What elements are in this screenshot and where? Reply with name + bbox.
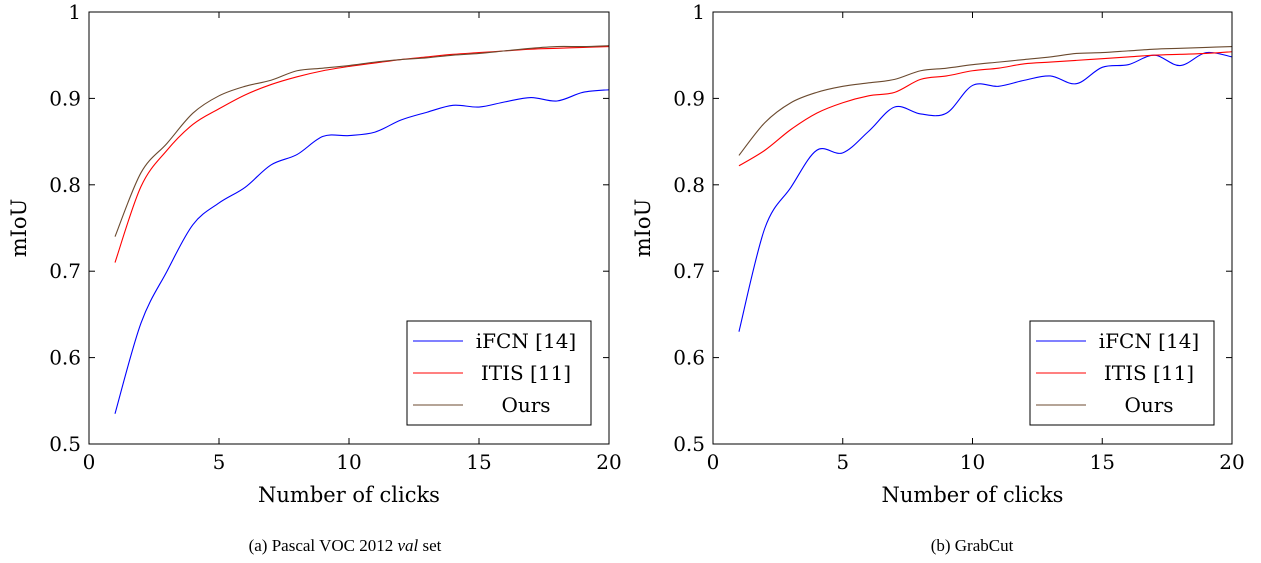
series-line-itis-11 — [114, 46, 610, 263]
x-tick-label: 5 — [213, 450, 226, 474]
legend-entry: Ours — [1124, 393, 1173, 417]
legend-entry: ITIS [11] — [481, 361, 571, 385]
y-tick-label: 0.7 — [49, 259, 81, 283]
x-tick-label: 20 — [1219, 450, 1244, 474]
x-tick-label: 0 — [83, 450, 96, 474]
x-tick-label: 20 — [596, 450, 621, 474]
figure-caption: (a) Pascal VOC 2012 val set — [249, 536, 442, 555]
legend: iFCN [14] ITIS [11] Ours — [406, 320, 592, 426]
y-tick-label: 0.8 — [673, 173, 705, 197]
x-axis-label: Number of clicks — [882, 483, 1064, 507]
legend-entry: ITIS [11] — [1104, 361, 1194, 385]
y-axis-label: mIoU — [7, 199, 31, 258]
x-tick-label: 0 — [707, 450, 720, 474]
chart-panel-a: 0 5 10 15 20 0.5 0.6 0.7 0.8 0.9 1 Number of clicks… — [7, 0, 622, 555]
series-group — [738, 46, 1233, 332]
legend-entry: iFCN [14] — [476, 329, 577, 353]
y-axis-label: mIoU — [631, 199, 655, 258]
y-tick-label: 0.5 — [673, 432, 705, 456]
series-line-ifcn-14 — [114, 89, 610, 414]
series-line-ours — [738, 46, 1233, 156]
series-line-itis-11 — [738, 51, 1233, 167]
legend-entry: Ours — [501, 393, 550, 417]
chart-panel-b: 0 5 10 15 20 0.5 0.6 0.7 0.8 0.9 1 Number of clicks… — [631, 0, 1245, 555]
x-tick-label: 10 — [960, 450, 985, 474]
x-tick-label: 15 — [466, 450, 491, 474]
y-tick-label: 0.9 — [673, 86, 705, 110]
y-tick-label: 0.5 — [49, 432, 81, 456]
series-line-ifcn-14 — [738, 51, 1233, 332]
y-tick-label: 1 — [68, 0, 81, 24]
figure-caption: (b) GrabCut — [931, 536, 1014, 555]
y-tick-label: 0.8 — [49, 173, 81, 197]
x-axis-label: Number of clicks — [258, 483, 440, 507]
x-tick-label: 5 — [836, 450, 849, 474]
legend: iFCN [14] ITIS [11] Ours — [1029, 320, 1215, 426]
series-line-ours — [114, 45, 610, 237]
y-tick-label: 1 — [692, 0, 705, 24]
series-group — [114, 45, 610, 414]
y-tick-label: 0.6 — [673, 346, 705, 370]
x-tick-label: 10 — [336, 450, 361, 474]
y-tick-label: 0.7 — [673, 259, 705, 283]
x-tick-label: 15 — [1090, 450, 1115, 474]
y-tick-label: 0.6 — [49, 346, 81, 370]
legend-entry: iFCN [14] — [1099, 329, 1200, 353]
y-tick-label: 0.9 — [49, 86, 81, 110]
